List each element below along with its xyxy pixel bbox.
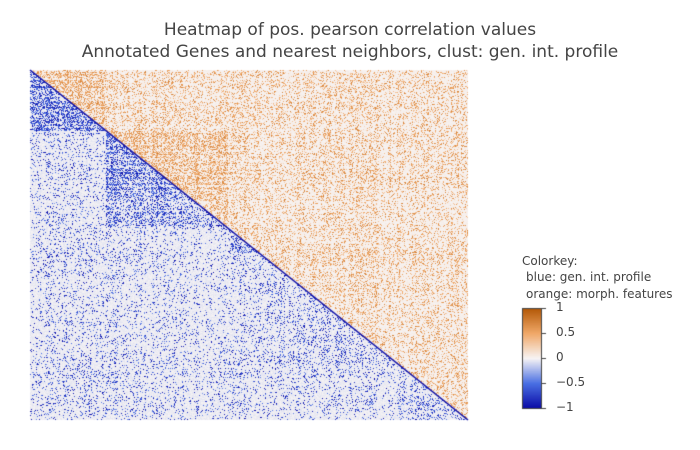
colorbar-tick-label: −0.5 bbox=[556, 375, 586, 389]
colorkey-orange-line: orange: morph. features bbox=[526, 287, 673, 301]
colorbar-tick-label: −1 bbox=[556, 400, 574, 414]
colorbar-tick-label: 1 bbox=[556, 300, 564, 314]
colorkey-heading: Colorkey: bbox=[522, 254, 578, 268]
colorbar-tick-label: 0 bbox=[556, 350, 564, 364]
colorbar-tick-label: 0.5 bbox=[556, 325, 576, 339]
chart-title-line2: Annotated Genes and nearest neighbors, c… bbox=[81, 42, 619, 62]
chart-title-line1: Heatmap of pos. pearson correlation valu… bbox=[163, 20, 537, 40]
colorkey-blue-line: blue: gen. int. profile bbox=[526, 270, 652, 284]
